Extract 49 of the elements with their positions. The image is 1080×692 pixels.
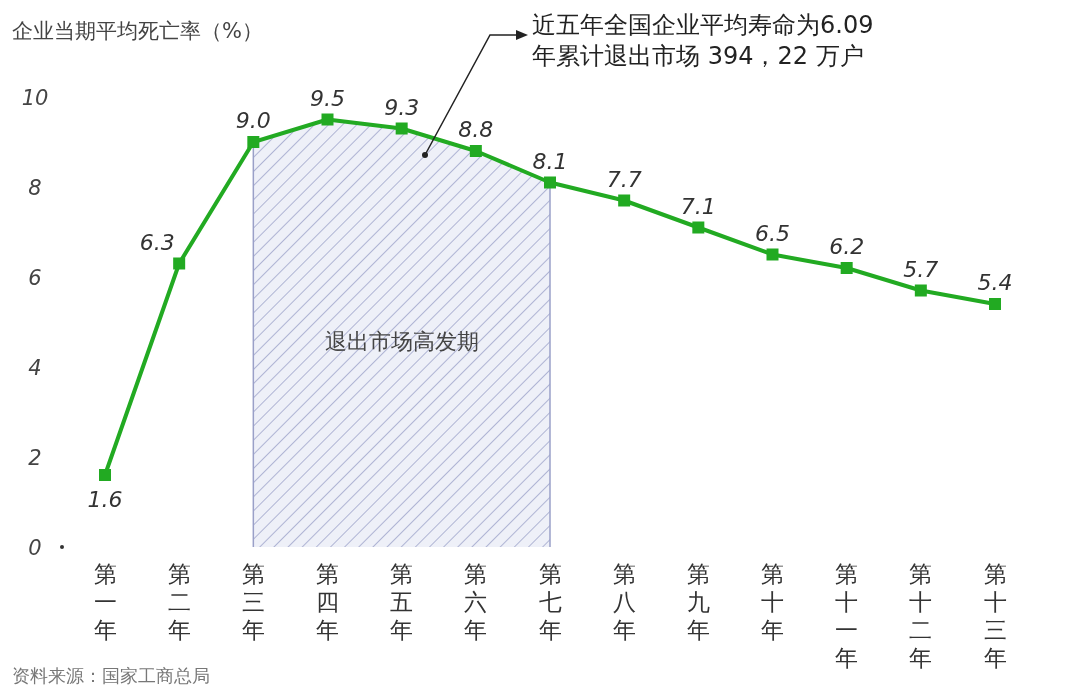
y-tick-label: 4 — [28, 356, 42, 380]
data-label: 9.5 — [310, 85, 345, 111]
x-tick-label: 第十二年 — [909, 561, 933, 671]
text: 资料来源：国家工商总局 — [12, 665, 210, 686]
point — [618, 194, 631, 207]
data-label: 8.8 — [458, 117, 494, 142]
text: 近五年全国企业平均寿命为6.09年累计退出市场 394，22 万户 — [532, 10, 875, 72]
x-tick-label: 第八年 — [612, 561, 636, 643]
y-tick-label: 6 — [28, 266, 42, 290]
x-tick-label: 第五年 — [390, 561, 414, 643]
point — [766, 248, 779, 261]
point — [469, 145, 482, 157]
data-label: 5.4 — [977, 270, 1013, 295]
data-label: 6.5 — [755, 220, 790, 246]
x-tick-label: 第六年 — [464, 561, 488, 643]
point — [247, 136, 260, 148]
data-label: 7.7 — [606, 166, 642, 192]
data-label: 5.7 — [903, 256, 939, 282]
data-label: 1.6 — [87, 487, 123, 512]
x-tick-label: 第二年 — [167, 561, 191, 643]
point — [173, 257, 186, 270]
point — [99, 469, 111, 481]
data-label: 9.3 — [384, 94, 420, 120]
data-label: 8.1 — [532, 148, 568, 174]
band-label: 退出市场高发期 — [324, 329, 479, 354]
point — [544, 176, 556, 189]
point — [395, 122, 408, 135]
point — [989, 298, 1001, 310]
data-label: 6.2 — [829, 234, 865, 259]
point — [692, 221, 705, 234]
point — [840, 262, 853, 274]
x-tick-label: 第十三年 — [983, 561, 1007, 671]
data-label: 9.0 — [235, 108, 271, 133]
y-tick-label: 0 — [28, 536, 42, 560]
x-tick-label: 第十一年 — [835, 561, 859, 671]
y-axis-title: 企业当期平均死亡率（%） — [12, 19, 263, 43]
x-tick-label: 第一年 — [93, 561, 117, 643]
data-label: 7.1 — [680, 193, 716, 219]
y-tick-label: 2 — [28, 446, 42, 470]
x-tick-label: 第三年 — [241, 561, 265, 643]
data-label: 6.3 — [139, 229, 175, 255]
x-tick-label: 第九年 — [686, 561, 710, 643]
point — [914, 284, 927, 297]
x-tick-label: 第四年 — [316, 561, 339, 643]
x-tick-label: 第七年 — [538, 561, 562, 643]
y-tick-label: 8 — [28, 176, 42, 200]
x-tick-label: 第十年 — [761, 561, 784, 643]
point — [321, 113, 334, 126]
y-tick-label: 10 — [21, 86, 49, 110]
